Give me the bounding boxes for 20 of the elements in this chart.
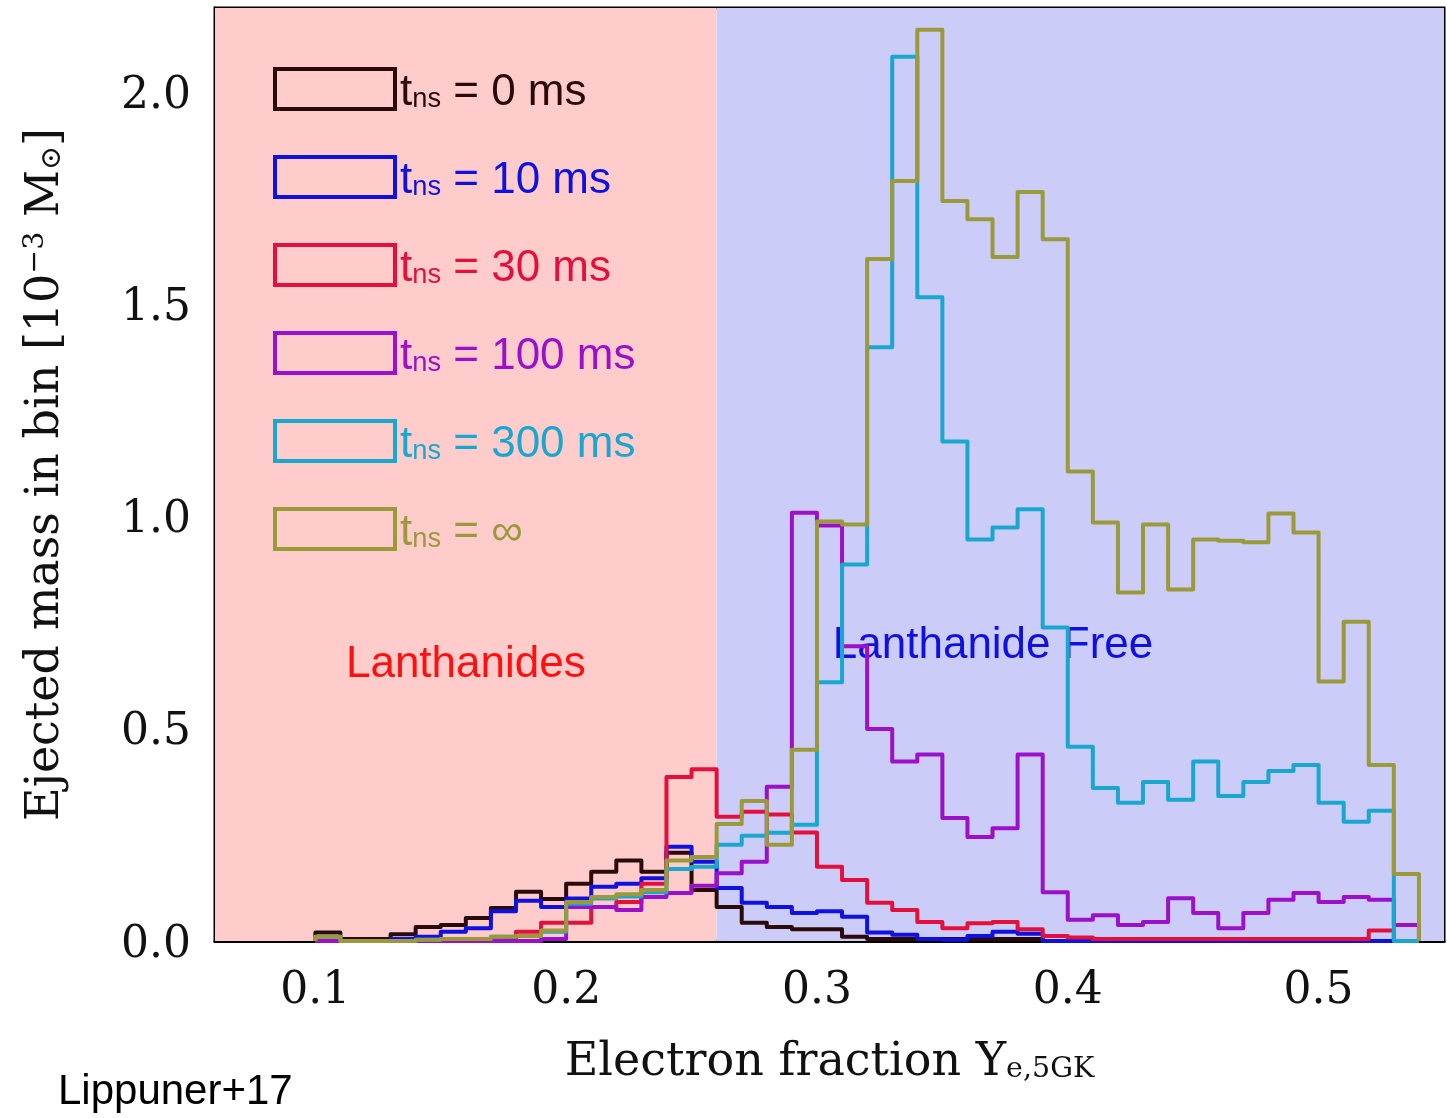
legend-label: tns = ∞: [400, 504, 523, 554]
y-tick-label: 1.0: [121, 491, 191, 543]
x-tick-label: 0.2: [531, 961, 602, 1013]
x-tick-label: 0.4: [1032, 961, 1103, 1013]
legend-label: tns = 10 ms: [400, 152, 611, 202]
x-tick-label: 0.1: [280, 961, 351, 1013]
legend-label: tns = 100 ms: [400, 328, 636, 378]
band-label: Lanthanides: [345, 636, 586, 686]
legend-label: tns = 0 ms: [400, 64, 587, 114]
legend-label: tns = 30 ms: [400, 240, 611, 290]
legend-label: tns = 300 ms: [400, 416, 636, 466]
x-tick-label: 0.3: [781, 961, 852, 1013]
y-tick-label: 1.5: [121, 279, 191, 331]
x-tick-label: 0.5: [1283, 961, 1354, 1013]
y-tick-label: 0.5: [121, 703, 191, 755]
y-axis-title: Ejected mass in bin [10−3 M⊙]: [15, 128, 69, 821]
x-axis-title: Electron fraction Ye,5GK: [564, 1032, 1095, 1086]
y-tick-label: 2.0: [121, 67, 191, 119]
text: Lippuner+17: [58, 1065, 293, 1113]
y-tick-label: 0.0: [121, 915, 191, 967]
